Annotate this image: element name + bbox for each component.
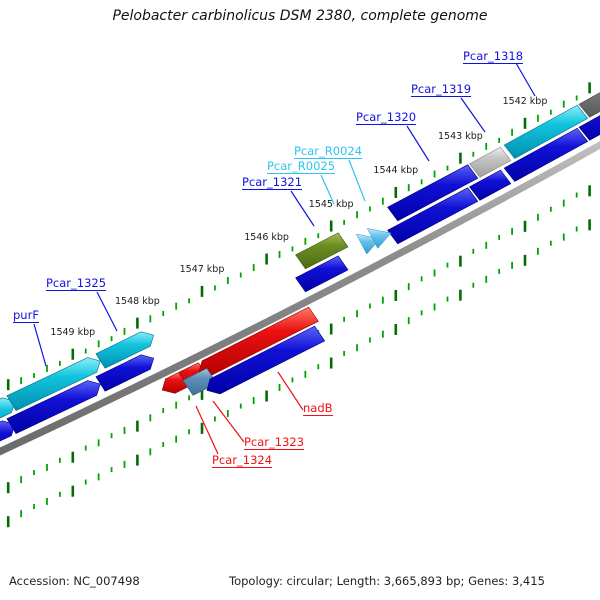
ruler-label-1544: 1544 kbp <box>373 164 419 176</box>
gene-label-Pcar_1321: Pcar_1321 <box>242 175 303 191</box>
label-leader <box>320 174 335 205</box>
gene-label-Pcar_1319: Pcar_1319 <box>411 82 472 98</box>
gene-Pcar_1324 <box>161 372 189 394</box>
gene-Pcar_1325 <box>95 331 155 369</box>
genome-stats-text: Topology: circular; Length: 3,665,893 bp… <box>229 574 545 588</box>
label-leader <box>290 190 315 227</box>
gene-label-purF: purF <box>13 308 39 324</box>
label-leader <box>277 371 304 411</box>
gene-Pcar_1320 <box>387 164 479 222</box>
gene-purF <box>6 357 101 411</box>
gene-purF <box>6 380 101 434</box>
ruler-label-1546: 1546 kbp <box>244 231 289 243</box>
label-leader <box>406 125 430 162</box>
gene-Pcar_1320 <box>387 187 479 245</box>
ruler-label-1549: 1549 kbp <box>50 326 96 338</box>
gene-label-Pcar_1320: Pcar_1320 <box>356 110 417 126</box>
gene-Pcar_1319 <box>469 169 512 201</box>
label-leader <box>348 159 366 202</box>
label-leader <box>460 97 486 133</box>
gene-label-Pcar_R0024: Pcar_R0024 <box>294 144 363 160</box>
label-leader <box>212 400 245 443</box>
gene-label-Pcar_R0025: Pcar_R0025 <box>267 159 336 175</box>
label-leader <box>195 405 219 455</box>
gene-label-Pcar_1323: Pcar_1323 <box>244 435 305 451</box>
ruler-label-1542: 1542 kbp <box>502 95 548 107</box>
ruler-label-1543: 1543 kbp <box>438 130 483 142</box>
gene-Pcar_1321 <box>295 255 349 293</box>
accession-text: Accession: NC_007498 <box>9 574 140 588</box>
label-leader <box>515 62 536 97</box>
gene-Pcar_1319 <box>469 146 512 178</box>
gene-Pcar_1318 <box>503 127 589 182</box>
gene-Pcar_1318 <box>503 104 589 159</box>
label-leader <box>96 291 118 332</box>
page-title: Pelobacter carbinolicus DSM 2380, comple… <box>112 8 488 24</box>
gene-label-nadB: nadB <box>303 401 333 417</box>
ruler-label-1548: 1548 kbp <box>115 295 160 307</box>
gene-label-Pcar_1318: Pcar_1318 <box>463 49 524 65</box>
gene-Pcar_1325 <box>95 354 155 392</box>
gene-blue <box>578 115 600 141</box>
ruler-label-1545: 1545 kbp <box>308 198 354 210</box>
gene-blue <box>206 325 326 395</box>
gene-label-Pcar_1325: Pcar_1325 <box>46 276 107 292</box>
ruler-label-1547: 1547 kbp <box>179 263 225 275</box>
gene-darkgray <box>578 92 600 118</box>
genome-backbone <box>0 141 600 456</box>
rna-Pcar_R0024 <box>366 228 392 249</box>
gene-Pcar_1321 <box>295 232 349 270</box>
gene-label-Pcar_1324: Pcar_1324 <box>212 453 273 469</box>
label-leader <box>33 323 47 367</box>
